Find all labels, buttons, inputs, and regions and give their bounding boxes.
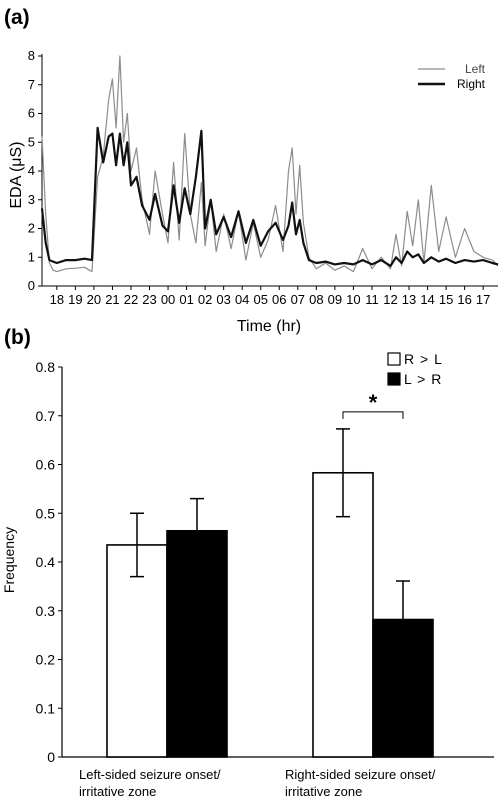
panel-b-bar-r-gt-l xyxy=(312,471,374,758)
panel-a-x-tick-label: 15 xyxy=(439,292,453,307)
panel-b-bar-l-gt-r xyxy=(166,529,228,758)
panel-a-x-tick-label: 06 xyxy=(272,292,286,307)
panel-a-y-tick-label: 4 xyxy=(28,163,35,178)
panel-a-x-tick-label: 17 xyxy=(476,292,490,307)
panel-a-x-tick-label: 02 xyxy=(198,292,212,307)
panel-a-y-tick-label: 6 xyxy=(28,106,35,121)
panel-a-x-tick-label: 22 xyxy=(124,292,138,307)
panel-b-category-labels: Left-sided seizure onset/irritative zone… xyxy=(79,767,436,799)
panel-a-x-tick-label: 14 xyxy=(420,292,434,307)
panel-b-y-tick-label: 0.1 xyxy=(36,700,56,716)
panel-a-legend-label-right: Right xyxy=(457,77,486,91)
panel-b-y-tick-label: 0.2 xyxy=(36,652,56,668)
panel-a-x-tick-label: 18 xyxy=(50,292,64,307)
panel-b-y-tick-label: 0.8 xyxy=(36,359,56,375)
panel-b-category-label: Right-sided seizure onset/irritative zon… xyxy=(285,767,436,799)
panel-a-x-tick-label: 21 xyxy=(105,292,119,307)
panel-b-y-axis-title: Frequency xyxy=(1,527,17,593)
panel-b-legend-label-r-gt-l: R > L xyxy=(404,351,443,367)
panel-a-y-tick-label: 2 xyxy=(28,221,35,236)
panel-a-y-tick-label: 0 xyxy=(28,278,35,293)
panel-a-x-tick-label: 11 xyxy=(365,292,379,307)
panel-b-significance-star: * xyxy=(369,390,378,415)
panel-a-x-tick-label: 10 xyxy=(346,292,360,307)
panel-b-y-tick-label: 0.7 xyxy=(36,408,56,424)
panel-b-category-label: Left-sided seizure onset/irritative zone xyxy=(79,767,221,799)
panel-a-series-line-left xyxy=(41,55,499,273)
panel-b-category-label-line: irritative zone xyxy=(79,784,156,799)
panel-a-x-tick-label: 13 xyxy=(402,292,416,307)
panel-b: (b) Frequency 00.10.20.30.40.50.60.70.8 … xyxy=(1,326,494,799)
panel-a-y-tick-label: 7 xyxy=(28,77,35,92)
panel-b-label: (b) xyxy=(4,326,31,349)
panel-a-x-tick-label: 08 xyxy=(309,292,323,307)
panel-a-series-lines xyxy=(40,55,499,273)
panel-b-bars: * xyxy=(106,390,434,758)
panel-b-y-tick-label: 0.4 xyxy=(36,554,56,570)
panel-a-x-axis-title: Time (hr) xyxy=(237,318,301,335)
panel-a-label: (a) xyxy=(4,6,30,29)
panel-b-legend-label-l-gt-r: L > R xyxy=(404,371,442,387)
panel-b-legend-swatch-r-gt-l xyxy=(387,352,401,366)
panel-a-x-tick-label: 23 xyxy=(142,292,156,307)
panel-b-legend: R > L L > R xyxy=(387,351,443,387)
panel-a-x-tick-label: 19 xyxy=(68,292,82,307)
panel-a-legend-label-left: Left xyxy=(465,62,486,76)
panel-a-x-tick-label: 04 xyxy=(235,292,249,307)
panel-a-y-axis-title: EDA (μS) xyxy=(8,141,25,208)
panel-b-significance-bracket xyxy=(342,411,404,419)
panel-b-bar-r-gt-l xyxy=(106,544,168,758)
panel-a-x-tick-label: 05 xyxy=(253,292,267,307)
panel-a-x-tick-label: 00 xyxy=(161,292,175,307)
panel-a-x-tick-label: 03 xyxy=(216,292,230,307)
panel-a-x-tick-label: 16 xyxy=(457,292,471,307)
panel-a-x-tick-label: 01 xyxy=(179,292,193,307)
panel-a-y-tick-label: 8 xyxy=(28,48,35,63)
panel-b-y-tick-label: 0.6 xyxy=(36,457,56,473)
panel-b-legend-swatch-l-gt-r xyxy=(387,372,401,386)
panel-a-y-tick-label: 1 xyxy=(28,249,35,264)
panel-a-x-tick-label: 07 xyxy=(291,292,305,307)
panel-a-y-tick-label: 5 xyxy=(28,134,35,149)
panel-a-x-tick-label: 09 xyxy=(328,292,342,307)
panel-b-y-tick-label: 0.3 xyxy=(36,603,56,619)
panel-b-category-label-line: Left-sided seizure onset/ xyxy=(79,767,221,782)
panel-a-y-tick-label: 3 xyxy=(28,192,35,207)
panel-b-category-label-line: Right-sided seizure onset/ xyxy=(285,767,436,782)
panel-a-series-line-right xyxy=(40,126,499,267)
panel-a-x-tick-label: 12 xyxy=(383,292,397,307)
panel-a-x-tick-label: 20 xyxy=(87,292,101,307)
panel-b-category-label-line: irritative zone xyxy=(285,784,362,799)
panel-b-y-tick-label: 0.5 xyxy=(36,505,56,521)
panel-b-y-tick-label: 0 xyxy=(47,749,55,765)
